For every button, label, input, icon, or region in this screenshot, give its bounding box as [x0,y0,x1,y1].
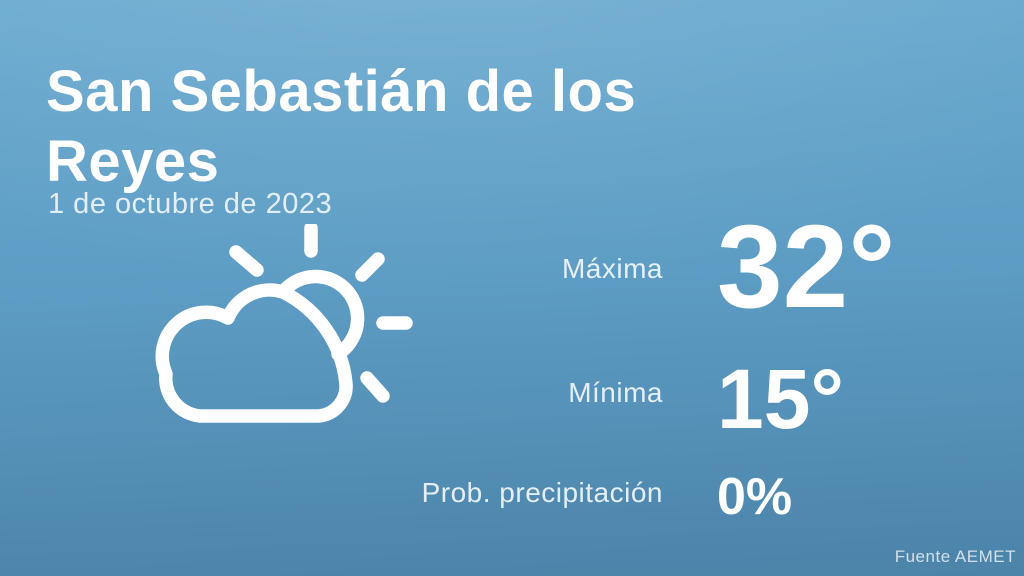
stat-value-maxima: 32° [717,201,896,333]
stat-value-minima: 15° [717,352,845,446]
cloud-icon [155,283,353,423]
source-attribution: Fuente AEMET [894,547,1016,566]
title-line-2: Reyes [46,129,220,194]
sun-behind-cloud-icon [140,221,420,454]
sun-ray-lower-right-icon [360,371,390,403]
page-title: San Sebastián de los Reyes [46,57,636,197]
date-label: 1 de octubre de 2023 [48,188,333,220]
stat-label-maxima: Máxima [561,253,663,284]
sun-ray-upper-left-icon [229,245,264,277]
sun-ray-upper-right-icon [355,252,385,282]
stat-label-minima: Mínima [568,377,663,408]
stat-value-precipitation: 0% [717,468,793,526]
stat-label-precipitation: Prob. precipitación [421,477,663,508]
sun-icon [276,269,365,361]
title-line-1: San Sebastián de los [46,59,637,124]
